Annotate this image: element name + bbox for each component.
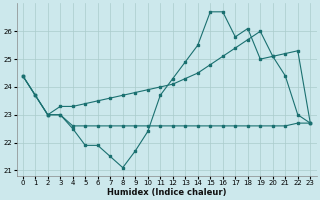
- X-axis label: Humidex (Indice chaleur): Humidex (Indice chaleur): [107, 188, 226, 197]
